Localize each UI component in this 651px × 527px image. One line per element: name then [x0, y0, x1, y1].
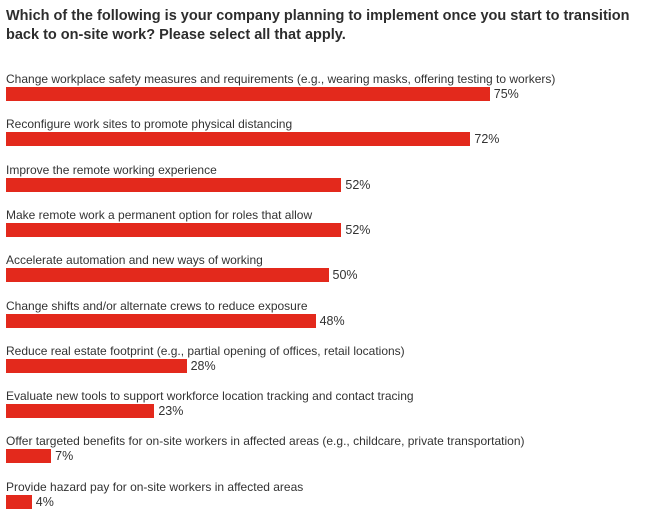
bar-row: Reduce real estate footprint (e.g., part… — [0, 344, 651, 386]
bar-category-label: Change shifts and/or alternate crews to … — [6, 298, 308, 313]
bar — [6, 222, 342, 237]
bar-row: Accelerate automation and new ways of wo… — [0, 253, 651, 295]
bar-value-label: 75% — [493, 87, 519, 101]
bar-value-label: 4% — [35, 494, 54, 509]
chart-title: Which of the following is your company p… — [6, 8, 630, 43]
bar — [6, 358, 187, 373]
bar — [6, 132, 471, 147]
bar — [6, 449, 52, 464]
bar-category-label: Change workplace safety measures and req… — [6, 72, 556, 86]
bar-category-label: Reduce real estate footprint (e.g., part… — [6, 343, 405, 358]
bar-category-label: Make remote work a permanent option for … — [6, 207, 313, 222]
bar-value-label: 52% — [345, 222, 371, 237]
bar-row: Offer targeted benefits for on-site work… — [0, 434, 651, 476]
bar-value-label: 7% — [55, 449, 74, 464]
bar-category-label: Improve the remote working experience — [6, 162, 217, 177]
bar-value-label: 72% — [474, 132, 500, 147]
bar-category-label: Reconfigure work sites to promote physic… — [6, 117, 293, 132]
bar-row: Change workplace safety measures and req… — [0, 72, 651, 114]
bar-row: Make remote work a permanent option for … — [0, 208, 651, 250]
bar-row: Change shifts and/or alternate crews to … — [0, 299, 651, 341]
bar-category-label: Offer targeted benefits for on-site work… — [6, 434, 525, 449]
bar — [6, 404, 155, 419]
bar-category-label: Provide hazard pay for on-site workers i… — [6, 479, 304, 494]
bar — [6, 87, 490, 101]
bar-row: Provide hazard pay for on-site workers i… — [0, 480, 651, 522]
bar-value-label: 52% — [345, 177, 371, 192]
bar — [6, 177, 342, 192]
bar — [6, 494, 32, 509]
bar-category-label: Evaluate new tools to support workforce … — [6, 389, 414, 404]
bar-row: Reconfigure work sites to promote physic… — [0, 117, 651, 159]
bar-value-label: 48% — [319, 313, 345, 328]
bar-row: Evaluate new tools to support workforce … — [0, 389, 651, 431]
bar-value-label: 23% — [158, 404, 184, 419]
bar-category-label: Accelerate automation and new ways of wo… — [6, 253, 263, 268]
bar — [6, 313, 316, 328]
bar-row: Improve the remote working experience 52% — [0, 163, 651, 205]
bar — [6, 268, 329, 283]
bar-value-label: 50% — [332, 268, 358, 283]
bar-value-label: 28% — [190, 358, 216, 373]
